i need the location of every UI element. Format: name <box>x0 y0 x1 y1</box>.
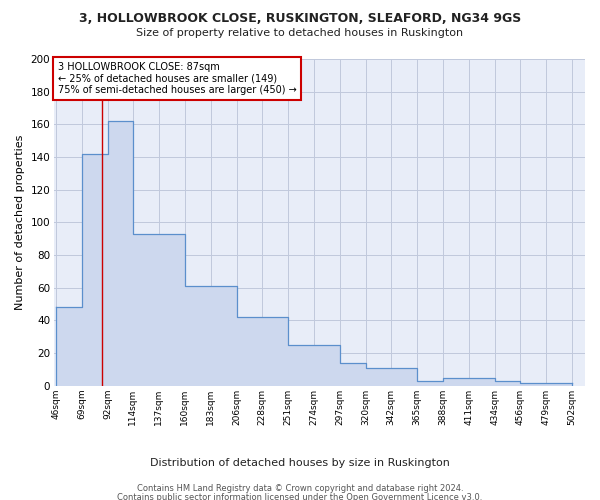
Y-axis label: Number of detached properties: Number of detached properties <box>15 134 25 310</box>
Text: Contains public sector information licensed under the Open Government Licence v3: Contains public sector information licen… <box>118 492 482 500</box>
Text: Distribution of detached houses by size in Ruskington: Distribution of detached houses by size … <box>150 458 450 468</box>
Text: 3 HOLLOWBROOK CLOSE: 87sqm
← 25% of detached houses are smaller (149)
75% of sem: 3 HOLLOWBROOK CLOSE: 87sqm ← 25% of deta… <box>58 62 296 96</box>
Text: 3, HOLLOWBROOK CLOSE, RUSKINGTON, SLEAFORD, NG34 9GS: 3, HOLLOWBROOK CLOSE, RUSKINGTON, SLEAFO… <box>79 12 521 26</box>
Text: Size of property relative to detached houses in Ruskington: Size of property relative to detached ho… <box>136 28 464 38</box>
Text: Contains HM Land Registry data © Crown copyright and database right 2024.: Contains HM Land Registry data © Crown c… <box>137 484 463 493</box>
